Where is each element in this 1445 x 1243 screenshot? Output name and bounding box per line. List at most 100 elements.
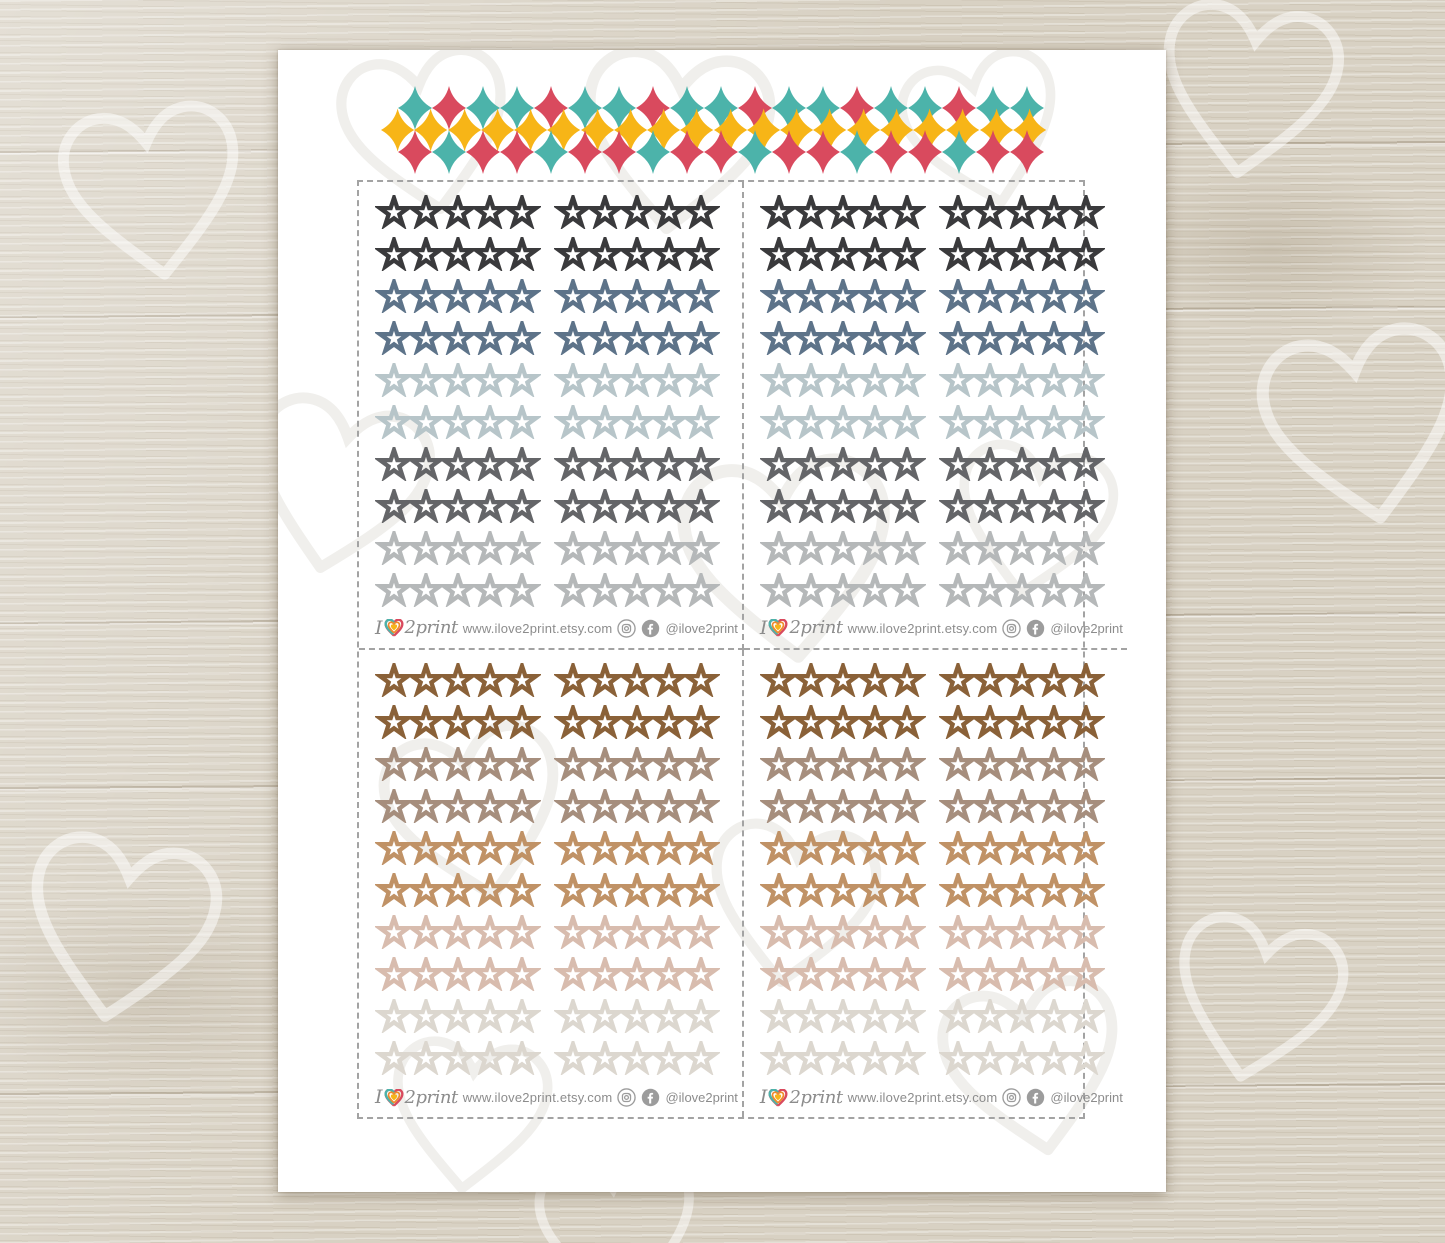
sparkle-diamond-icon (913, 108, 947, 152)
star-icon (471, 1040, 509, 1075)
etsy-url: www.ilove2print.etsy.com (462, 1090, 613, 1105)
star-icon (855, 363, 894, 397)
star-icon (439, 195, 477, 229)
star-icon (1066, 662, 1105, 697)
star-icon (586, 363, 624, 397)
star-icon (586, 447, 624, 481)
five-star-rating-sticker (938, 998, 1105, 1033)
five-star-rating-sticker (759, 489, 926, 523)
star-icon (439, 746, 477, 781)
star-icon (682, 279, 720, 313)
star-icon (887, 998, 926, 1033)
star-icon (375, 704, 413, 739)
star-icon (471, 447, 509, 481)
five-star-rating-sticker (938, 1040, 1105, 1075)
star-icon (682, 746, 720, 781)
sticker-row (375, 998, 738, 1033)
star-icon (823, 237, 862, 271)
star-icon (407, 447, 445, 481)
star-icon (1002, 489, 1041, 523)
star-icon (970, 237, 1009, 271)
star-icon (554, 447, 592, 481)
star-icon (938, 405, 977, 439)
star-icon (1034, 279, 1073, 313)
star-icon (471, 956, 509, 991)
five-star-rating-sticker (554, 279, 720, 313)
star-icon (823, 704, 862, 739)
star-icon (407, 746, 445, 781)
star-icon (938, 531, 977, 565)
star-icon (471, 830, 509, 865)
sticker-row (375, 237, 738, 271)
star-icon (682, 489, 720, 523)
star-icon (407, 321, 445, 355)
sparkle-diamond-icon (480, 108, 514, 152)
star-icon (375, 531, 413, 565)
sparkle-diamond-icon (514, 108, 548, 152)
star-icon (618, 704, 656, 739)
social-handle: @ilove2print (665, 1090, 738, 1105)
etsy-url: www.ilove2print.etsy.com (847, 620, 998, 636)
star-icon (471, 788, 509, 823)
star-icon (970, 573, 1009, 607)
star-icon (682, 998, 720, 1033)
star-icon (618, 195, 656, 229)
star-icon (887, 489, 926, 523)
star-icon (650, 956, 688, 991)
five-star-rating-sticker (375, 914, 541, 949)
decorative-diamond-border (381, 86, 1046, 174)
five-star-rating-sticker (554, 1040, 720, 1075)
sticker-row (375, 662, 738, 697)
star-icon (1066, 321, 1105, 355)
star-icon (375, 363, 413, 397)
star-icon (1034, 573, 1073, 607)
star-icon (791, 279, 830, 313)
star-icon (1034, 195, 1073, 229)
star-icon (554, 531, 592, 565)
star-icon (650, 573, 688, 607)
star-icon (887, 363, 926, 397)
star-icon (682, 573, 720, 607)
star-icon (887, 956, 926, 991)
star-icon (407, 573, 445, 607)
five-star-rating-sticker (938, 363, 1105, 397)
star-icon (938, 1040, 977, 1075)
star-icon (650, 405, 688, 439)
five-star-rating-sticker (554, 704, 720, 739)
sparkle-diamond-icon (580, 108, 614, 152)
star-icon (823, 195, 862, 229)
five-star-rating-sticker (759, 830, 926, 865)
star-icon (650, 662, 688, 697)
sticker-row (759, 662, 1123, 697)
quadrant-top-left: I 2print www.ilove2print.etsy.com @ilove… (359, 182, 744, 650)
star-icon (1066, 279, 1105, 313)
star-icon (759, 1040, 798, 1075)
sparkle-diamond-icon (738, 130, 772, 174)
star-icon (823, 447, 862, 481)
star-icon (586, 321, 624, 355)
star-icon (503, 279, 541, 313)
star-icon (407, 788, 445, 823)
star-icon (439, 489, 477, 523)
sticker-row (375, 914, 738, 949)
star-icon (791, 573, 830, 607)
five-star-rating-sticker (554, 872, 720, 907)
star-icon (650, 195, 688, 229)
star-icon (887, 279, 926, 313)
instagram-icon (1002, 618, 1022, 638)
star-icon (375, 872, 413, 907)
logo-heart-icon (384, 1088, 404, 1107)
star-icon (887, 447, 926, 481)
star-icon (823, 662, 862, 697)
star-icon (938, 363, 977, 397)
star-icon (618, 531, 656, 565)
star-icon (682, 704, 720, 739)
star-icon (439, 363, 477, 397)
sticker-row (759, 746, 1123, 781)
star-icon (970, 447, 1009, 481)
star-icon (375, 573, 413, 607)
star-icon (586, 830, 624, 865)
star-icon (823, 746, 862, 781)
five-star-rating-sticker (759, 405, 926, 439)
star-icon (650, 914, 688, 949)
